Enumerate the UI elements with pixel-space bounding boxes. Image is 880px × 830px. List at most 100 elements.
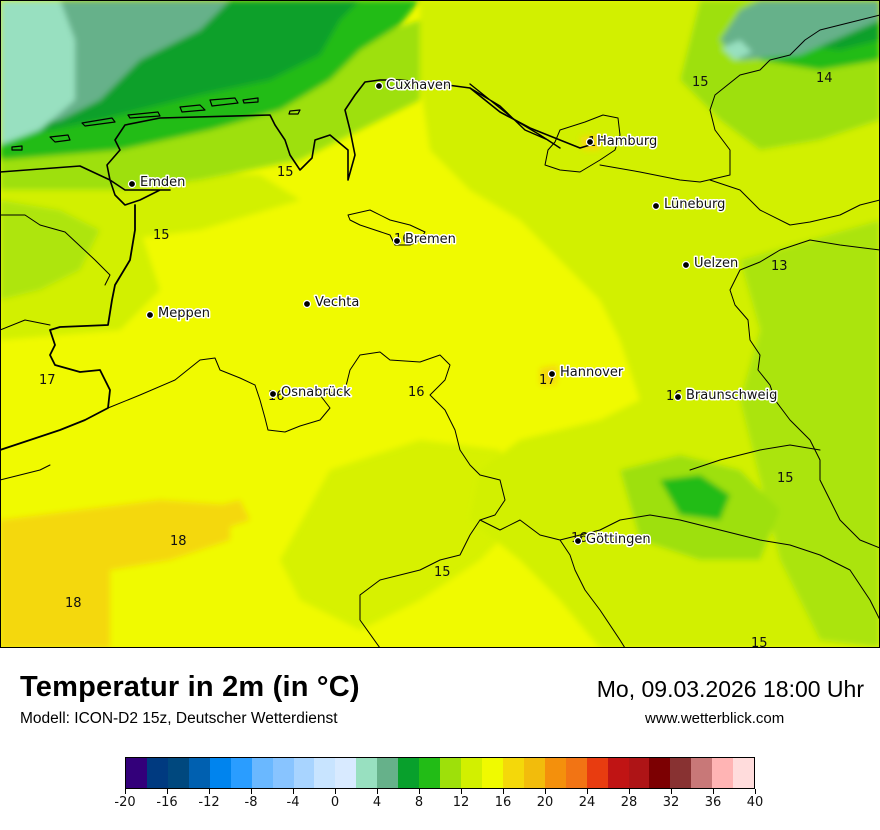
- legend-tick: [125, 789, 126, 794]
- svg-text:Hannover: Hannover: [560, 365, 624, 380]
- legend-tick-label: 0: [330, 795, 340, 810]
- legend-color-segment: [670, 758, 692, 788]
- legend-color-segment: [356, 758, 378, 788]
- forecast-datetime: Mo, 09.03.2026 18:00 Uhr: [596, 676, 864, 702]
- city-osnabrueck[interactable]: Osnabrück: [268, 384, 353, 402]
- legend-tick: [587, 789, 588, 794]
- value-label: 15: [434, 565, 451, 580]
- city-emden[interactable]: Emden: [127, 174, 187, 192]
- legend-tick: [335, 789, 336, 794]
- legend-color-segment: [377, 758, 399, 788]
- legend-tick-label: 20: [536, 795, 554, 810]
- legend-color-segment: [293, 758, 315, 788]
- color-legend-ticks: -20 -16 -12 -8 -4 0 4 8 12 16 20 24 28 32 36 40: [114, 789, 763, 819]
- legend-color-segment: [314, 758, 336, 788]
- legend-tick: [251, 789, 252, 794]
- svg-text:Meppen: Meppen: [158, 306, 210, 321]
- value-label: 15: [277, 165, 294, 180]
- legend-tick-label: 8: [414, 795, 424, 810]
- city-uelzen[interactable]: Uelzen: [681, 255, 740, 273]
- legend-color-segment: [544, 758, 566, 788]
- legend-tick: [503, 789, 504, 794]
- svg-text:Bremen: Bremen: [405, 232, 456, 247]
- legend-color-segment: [523, 758, 545, 788]
- legend-tick-label: 28: [620, 795, 638, 810]
- value-label: 18: [65, 596, 82, 611]
- legend-tick-label: -8: [244, 795, 258, 810]
- svg-text:Osnabrück: Osnabrück: [281, 385, 351, 400]
- legend-color-segment: [251, 758, 273, 788]
- legend-tick-label: 16: [494, 795, 512, 810]
- value-label: 18: [170, 534, 187, 549]
- value-label: 17: [39, 373, 56, 388]
- legend-tick: [167, 789, 168, 794]
- legend-tick-label: -20: [114, 795, 136, 810]
- map-canvas: 15 14 17 15 15 16 13 17 17 16 16 16 15 1…: [0, 0, 880, 648]
- legend-color-segment: [230, 758, 252, 788]
- legend-tick-label: 4: [372, 795, 382, 810]
- legend-tick: [209, 789, 210, 794]
- svg-text:Vechta: Vechta: [315, 295, 359, 310]
- legend-tick: [293, 789, 294, 794]
- legend-color-segment: [481, 758, 503, 788]
- legend-tick: [545, 789, 546, 794]
- value-label: 15: [777, 471, 794, 486]
- city-hannover[interactable]: Hannover: [547, 364, 625, 382]
- legend-color-segment: [188, 758, 210, 788]
- legend-color-segment: [461, 758, 482, 788]
- city-lueneburg[interactable]: Lüneburg: [651, 196, 727, 214]
- legend-tick-label: 24: [578, 795, 596, 810]
- legend-color-segment: [712, 758, 734, 788]
- legend-color-segment: [628, 758, 650, 788]
- svg-text:Emden: Emden: [140, 175, 185, 190]
- legend-tick: [377, 789, 378, 794]
- svg-text:Braunschweig: Braunschweig: [686, 388, 777, 403]
- legend-tick-label: -4: [286, 795, 300, 810]
- chart-title: Temperatur in 2m (in °C): [20, 671, 360, 703]
- temperature-map: 15 14 17 15 15 16 13 17 17 16 16 16 15 1…: [0, 0, 880, 648]
- value-labels: 15 14 17 15 15 16 13 17 17 16 16 16 15 1…: [39, 71, 833, 648]
- city-markers: Cuxhaven Hamburg Emden Lüneburg Bremen U…: [127, 77, 779, 549]
- legend-tick-label: 12: [452, 795, 470, 810]
- value-label: 15: [751, 636, 768, 648]
- legend-tick-label: 36: [704, 795, 722, 810]
- value-label: 15: [153, 228, 170, 243]
- legend-color-segment: [502, 758, 524, 788]
- legend-color-segment: [419, 758, 441, 788]
- legend-tick: [419, 789, 420, 794]
- legend-color-segment: [691, 758, 713, 788]
- city-meppen[interactable]: Meppen: [145, 305, 211, 323]
- legend-tick-label: 32: [662, 795, 680, 810]
- legend-tick: [671, 789, 672, 794]
- legend-color-segment: [335, 758, 357, 788]
- legend-tick: [713, 789, 714, 794]
- city-braunschweig[interactable]: Braunschweig: [673, 387, 779, 405]
- city-cuxhaven[interactable]: Cuxhaven: [374, 77, 453, 95]
- city-goettingen[interactable]: Göttingen: [573, 531, 652, 549]
- legend-color-segment: [440, 758, 461, 788]
- legend-color-segment: [209, 758, 231, 788]
- borders: [0, 14, 880, 648]
- temperature-field: [0, 0, 880, 648]
- legend-color-segment: [649, 758, 671, 788]
- city-vechta[interactable]: Vechta: [302, 294, 361, 312]
- model-subtitle: Modell: ICON-D2 15z, Deutscher Wetterdie…: [20, 710, 338, 727]
- city-bremen[interactable]: Bremen: [392, 231, 457, 249]
- legend-tick-label: -16: [156, 795, 178, 810]
- legend-color-segment: [565, 758, 587, 788]
- svg-text:Uelzen: Uelzen: [694, 256, 738, 271]
- svg-text:Göttingen: Göttingen: [586, 532, 651, 547]
- legend-tick: [629, 789, 630, 794]
- city-hamburg[interactable]: Hamburg: [585, 133, 659, 151]
- legend-color-segment: [607, 758, 629, 788]
- legend-tick: [461, 789, 462, 794]
- legend-color-segment: [733, 758, 755, 788]
- value-label: 16: [408, 385, 425, 400]
- svg-text:Hamburg: Hamburg: [597, 134, 657, 149]
- value-label: 15: [692, 75, 709, 90]
- website-link[interactable]: www.wetterblick.com: [645, 710, 785, 727]
- svg-text:Cuxhaven: Cuxhaven: [386, 78, 451, 93]
- legend-tick-label: 40: [746, 795, 764, 810]
- svg-text:Lüneburg: Lüneburg: [664, 197, 725, 212]
- value-label: 14: [816, 71, 833, 86]
